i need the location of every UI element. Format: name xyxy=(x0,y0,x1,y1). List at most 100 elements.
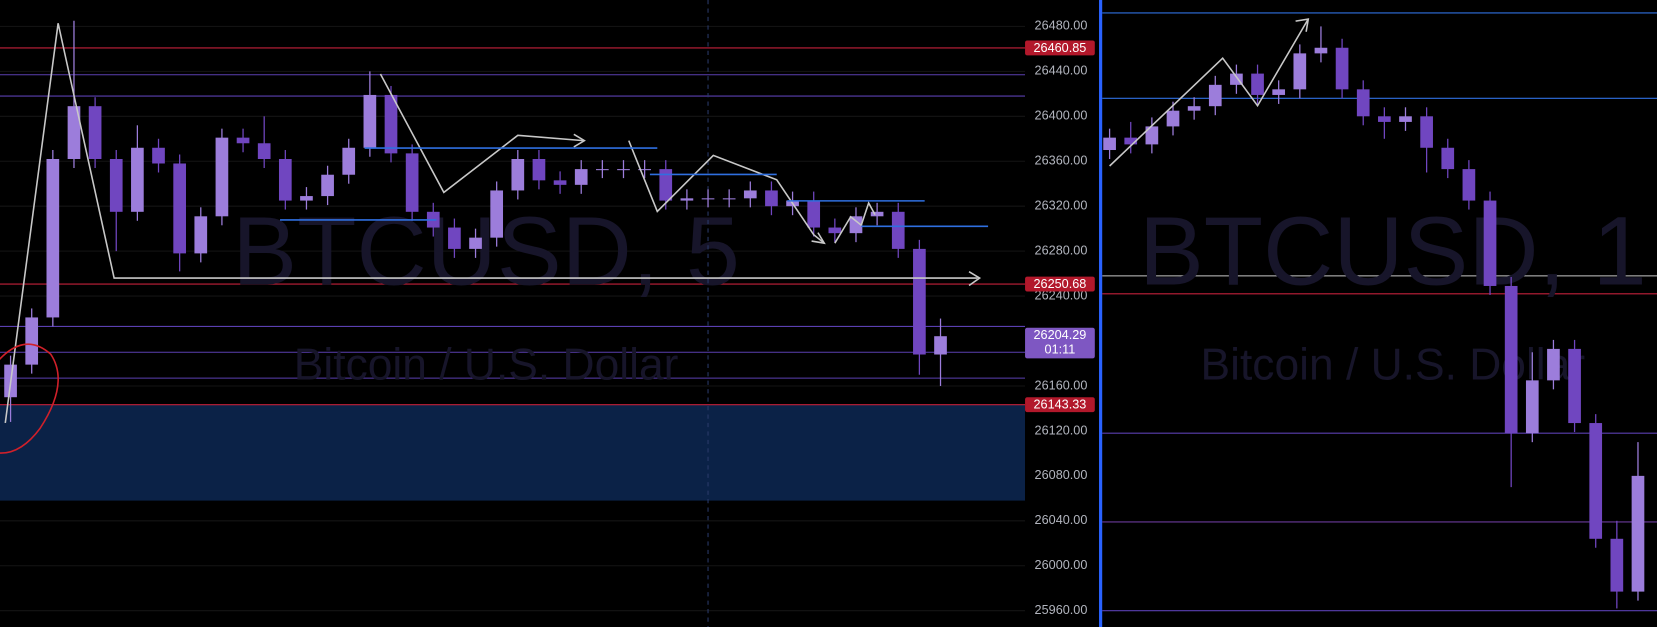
zone xyxy=(0,404,1026,501)
candle-body xyxy=(659,169,673,201)
candle-body xyxy=(532,158,546,181)
candle-body xyxy=(722,198,736,200)
arrow-head xyxy=(811,232,826,245)
candle-body xyxy=(109,158,123,212)
price-badge-label: 26460.85 xyxy=(1034,41,1087,55)
candle-body xyxy=(257,143,271,159)
candle-body xyxy=(1547,348,1560,381)
watermark-symbol: BTCUSD, 5 xyxy=(232,197,740,306)
candle-body xyxy=(469,237,482,249)
price-badge-label: 26143.33 xyxy=(1034,398,1087,412)
y-tick-label: 26040.00 xyxy=(1035,513,1088,527)
trend-line xyxy=(1109,18,1309,167)
candle-body xyxy=(1230,73,1243,85)
arrow-head xyxy=(968,271,982,287)
candle-body xyxy=(1166,110,1180,127)
candle-body xyxy=(300,196,313,201)
candle-body xyxy=(278,158,292,201)
candle-body xyxy=(342,147,356,175)
y-tick-label: 26000.00 xyxy=(1035,558,1088,572)
candle-body xyxy=(1589,423,1603,539)
candle-body xyxy=(617,169,630,171)
y-tick-label: 26280.00 xyxy=(1035,243,1088,257)
candle-body xyxy=(1187,106,1201,111)
candle-body xyxy=(194,216,208,254)
price-badge xyxy=(1025,276,1095,292)
candle-body xyxy=(870,211,884,217)
candle-body xyxy=(215,137,229,217)
candle-body xyxy=(1145,126,1159,145)
candle-body xyxy=(1103,137,1116,151)
candle-body xyxy=(321,174,334,197)
candle-body xyxy=(1462,169,1476,201)
y-tick-label: 26320.00 xyxy=(1035,199,1088,213)
trend-line xyxy=(4,23,978,424)
candle-body xyxy=(828,227,842,234)
y-tick-label: 26400.00 xyxy=(1035,109,1088,123)
candle-body xyxy=(25,317,39,365)
candle-body xyxy=(1272,89,1286,95)
trend-line xyxy=(834,201,876,244)
y-tick-label: 26440.00 xyxy=(1035,64,1088,78)
y-tick-label: 26480.00 xyxy=(1035,19,1088,33)
candle-body xyxy=(553,180,567,185)
y-tick-label: 26160.00 xyxy=(1035,378,1088,392)
candle-body xyxy=(1610,538,1624,592)
candle-body xyxy=(1378,116,1391,122)
candle-body xyxy=(1525,380,1539,434)
price-badge xyxy=(1025,40,1095,56)
candle-body xyxy=(638,169,651,171)
candle-body xyxy=(1441,147,1455,170)
candle-body xyxy=(1335,47,1349,90)
candle-body xyxy=(913,248,926,355)
y-tick-label: 26360.00 xyxy=(1035,154,1088,168)
candle-body xyxy=(574,169,588,185)
candle-body xyxy=(173,163,186,254)
candle-body xyxy=(680,198,694,201)
candle-body xyxy=(511,158,525,191)
candle-body xyxy=(1314,47,1328,54)
candle-body xyxy=(807,200,821,228)
watermark-description: Bitcoin / U.S. Dollar xyxy=(1201,341,1586,390)
y-tick-label: 26120.00 xyxy=(1035,423,1088,437)
candle-body xyxy=(849,216,863,234)
y-tick-label: 26240.00 xyxy=(1035,288,1088,302)
candle-body xyxy=(1631,475,1645,592)
drawings xyxy=(0,18,1310,454)
trend-line xyxy=(379,73,584,194)
candle-body xyxy=(1293,53,1307,90)
candle-body xyxy=(596,169,609,171)
price-badge xyxy=(1025,397,1095,413)
panel-divider xyxy=(1099,0,1103,627)
candle-body xyxy=(1483,200,1497,286)
candle-body xyxy=(1504,285,1518,434)
arrow-head xyxy=(1295,18,1310,32)
candle-body xyxy=(88,106,102,159)
candle-body xyxy=(1356,89,1370,117)
countdown-label: 01:11 xyxy=(1045,342,1076,356)
candle-body xyxy=(152,147,165,164)
candle-body xyxy=(1399,116,1412,122)
candle-body xyxy=(891,211,905,249)
watermark-symbol: BTCUSD, 1 xyxy=(1139,197,1647,306)
candle-body xyxy=(405,153,419,212)
candle-body xyxy=(46,158,60,318)
candle-body xyxy=(236,137,250,144)
trend-line xyxy=(628,140,825,244)
candle-body xyxy=(1251,73,1264,95)
candle-body xyxy=(131,147,144,212)
candle-body xyxy=(363,94,377,148)
candle-body xyxy=(1208,84,1222,107)
candle-body xyxy=(67,106,81,159)
y-tick-label: 26080.00 xyxy=(1035,468,1088,482)
candle-body xyxy=(743,190,757,199)
y-tick-label: 25960.00 xyxy=(1035,603,1088,617)
circle-annotation xyxy=(0,343,59,454)
candle-body xyxy=(1568,348,1581,424)
price-axis xyxy=(1025,0,1100,627)
candle-body xyxy=(1420,116,1433,148)
candle-body xyxy=(765,190,778,207)
last-price-badge xyxy=(1025,327,1095,359)
candle-body xyxy=(934,336,947,355)
candle-body xyxy=(701,198,715,200)
